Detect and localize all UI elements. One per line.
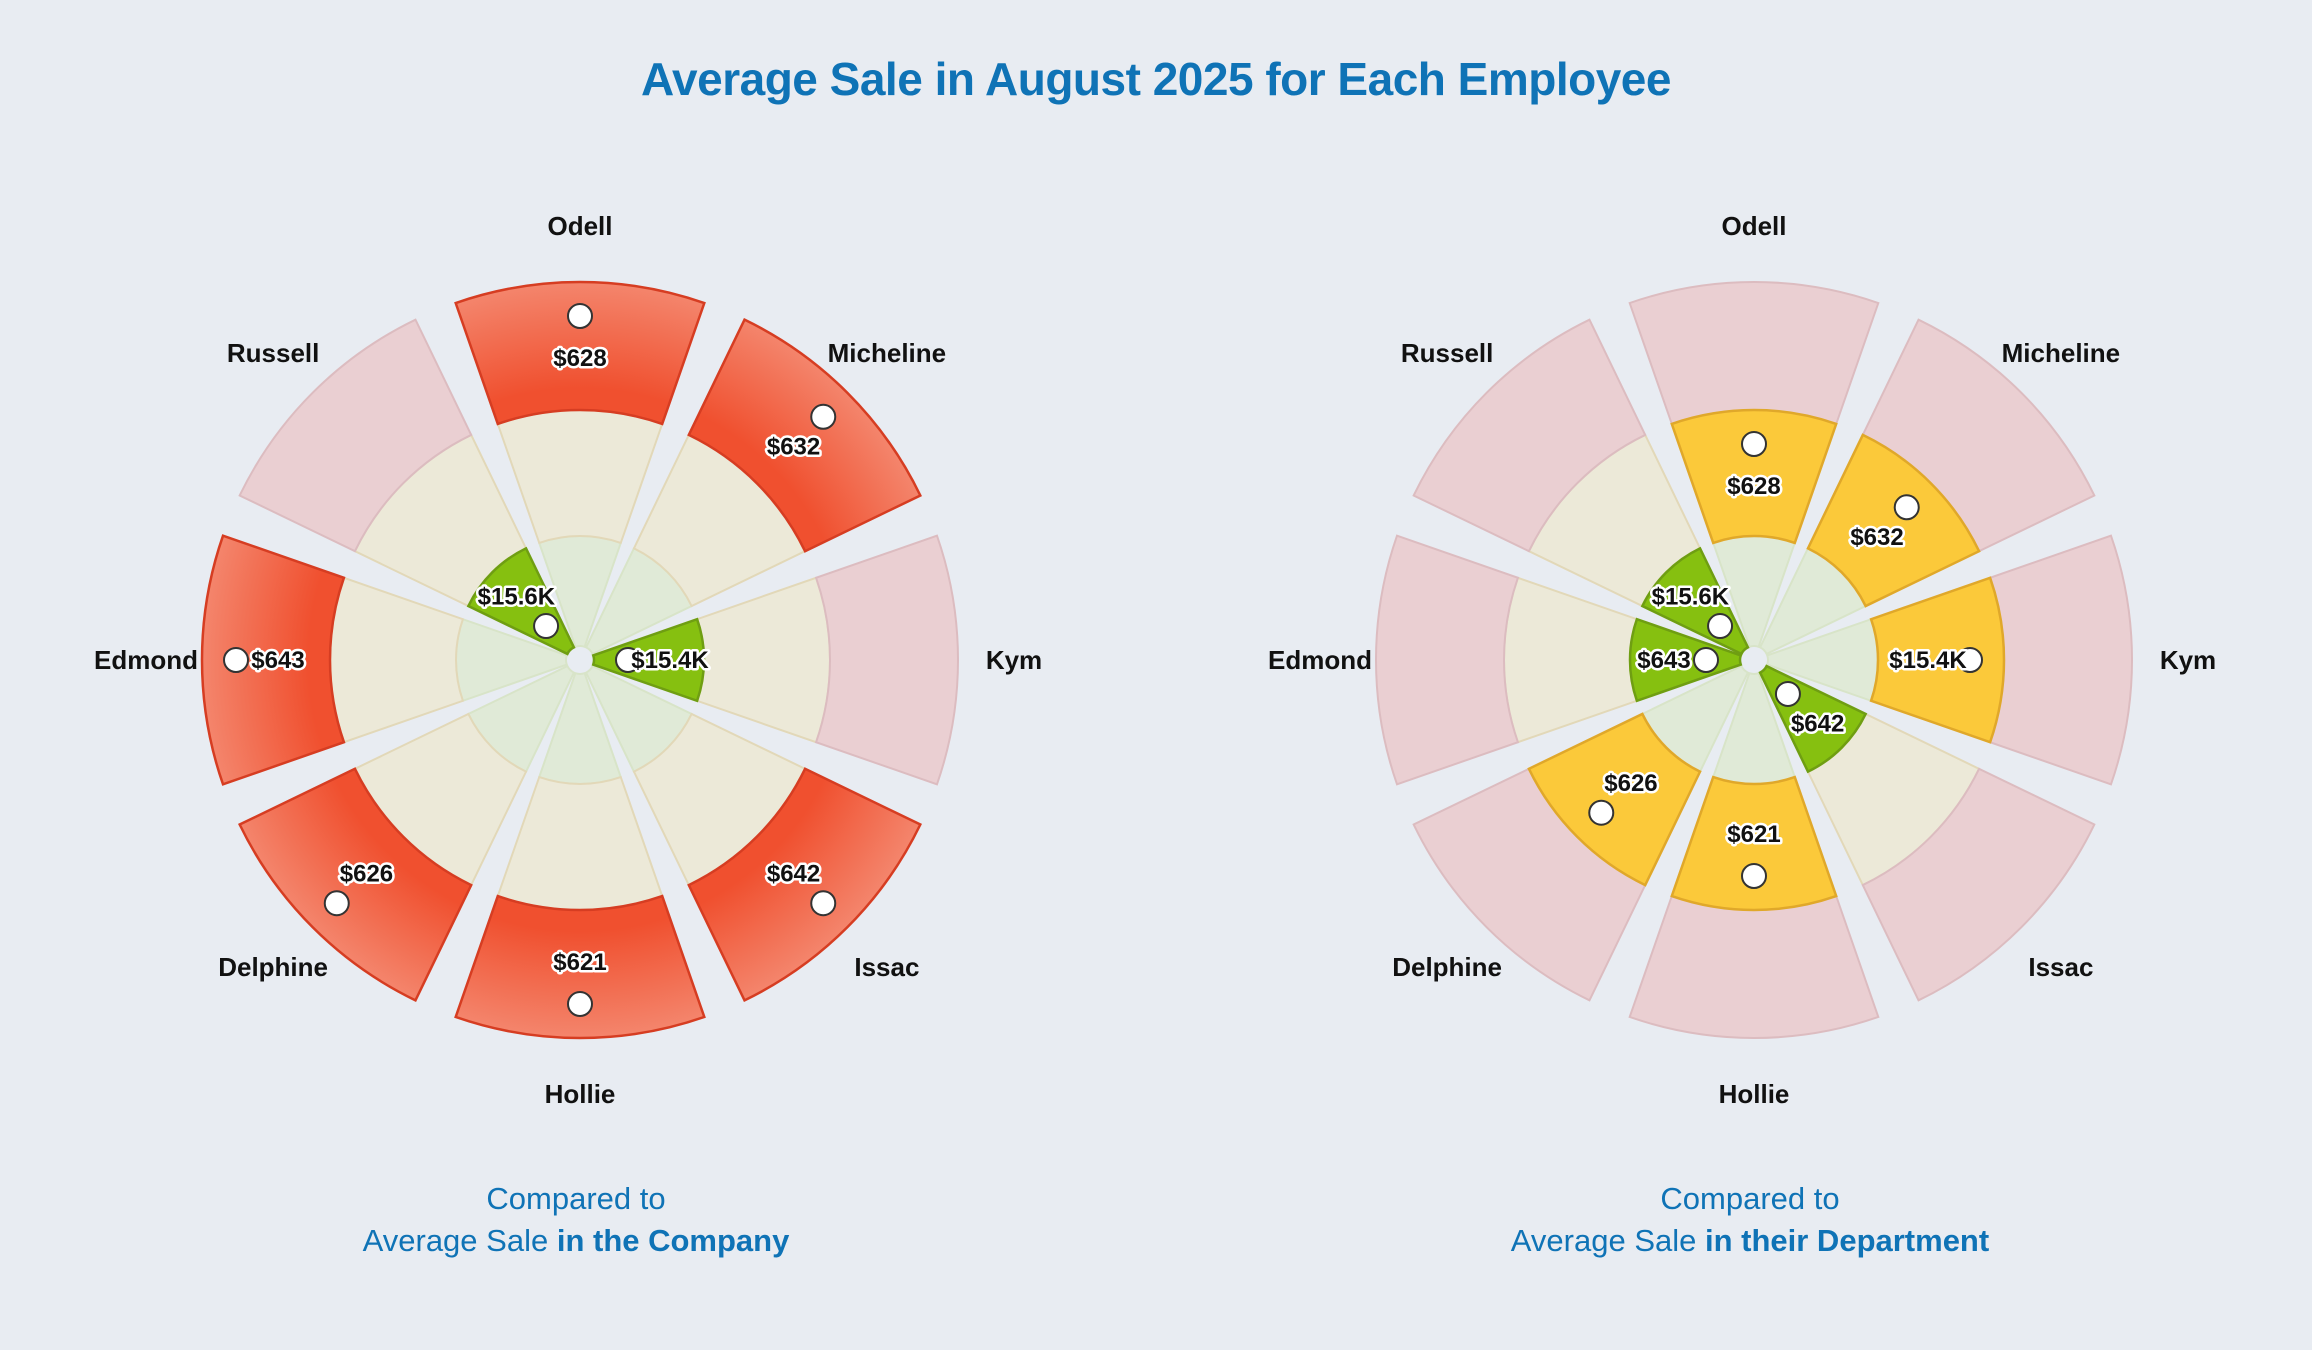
point-edmond	[223, 647, 249, 673]
value-label-issac: $642	[767, 861, 820, 888]
bar-kym	[1869, 576, 2006, 744]
chart-title: Average Sale in August 2025 for Each Emp…	[641, 53, 1671, 105]
category-label-odell: Odell	[547, 211, 612, 241]
value-label-issac: $642	[1791, 711, 1844, 738]
caption-plain: Average Sale	[362, 1223, 557, 1258]
band-odell-3	[1628, 281, 1880, 426]
category-label-kym: Kym	[2160, 645, 2216, 675]
point-russell	[1707, 613, 1734, 640]
point-issac	[1774, 680, 1801, 707]
point-hollie	[567, 991, 593, 1017]
category-label-russell: Russell	[1401, 338, 1494, 368]
caption-plain: Average Sale	[1510, 1223, 1705, 1258]
bar-micheline	[1806, 433, 1981, 608]
value-label-edmond: $643	[1637, 647, 1690, 674]
value-label-russell: $15.6K	[478, 583, 556, 610]
caption-bold: in the Company	[556, 1223, 790, 1258]
band-edmond-2	[329, 576, 465, 744]
bar-micheline	[687, 318, 922, 553]
bar-delphine	[1527, 712, 1702, 887]
point-micheline	[810, 403, 837, 430]
category-label-hollie: Hollie	[545, 1079, 616, 1109]
category-label-micheline: Micheline	[2002, 338, 2120, 368]
caption-line2: Average Sale in their Department	[1300, 1220, 2200, 1262]
polar-chart-company: $628 Odell $632 Micheline $15.4K Kym $642 Issac…	[94, 211, 1042, 1109]
category-label-micheline: Micheline	[828, 338, 946, 368]
band-issac-3	[1861, 767, 2096, 1002]
caption-bold: in their Department	[1704, 1223, 1990, 1258]
category-label-delphine: Delphine	[1392, 952, 1502, 982]
caption-department: Compared to Average Sale in their Depart…	[1300, 1178, 2200, 1262]
value-label-russell: $15.6K	[1652, 583, 1730, 610]
polar-chart-department: $628 Odell $632 Micheline $15.4K Kym $642 Issac…	[1268, 211, 2216, 1109]
category-label-issac: Issac	[854, 952, 919, 982]
value-label-hollie: $621	[1727, 821, 1780, 848]
point-delphine	[323, 890, 350, 917]
value-label-micheline: $632	[767, 433, 820, 460]
category-label-edmond: Edmond	[94, 645, 198, 675]
category-label-issac: Issac	[2028, 952, 2093, 982]
bars	[200, 280, 922, 1040]
value-label-odell: $628	[1727, 473, 1780, 500]
labels: $628 Odell $632 Micheline $15.4K Kym $642 Issac…	[1268, 211, 2216, 1109]
bar-edmond	[1628, 617, 1743, 703]
point-kym	[615, 647, 641, 673]
bar-kym	[591, 617, 706, 703]
point-russell	[533, 613, 560, 640]
value-label-kym: $15.4K	[1889, 647, 1967, 674]
caption-line2: Average Sale in the Company	[126, 1220, 1026, 1262]
bar-odell	[1670, 408, 1838, 545]
category-label-hollie: Hollie	[1719, 1079, 1790, 1109]
point-edmond	[1693, 647, 1719, 673]
band-kym-2	[695, 576, 831, 744]
point-odell	[567, 303, 593, 329]
bar-hollie	[1670, 775, 1838, 912]
value-label-micheline: $632	[1850, 524, 1903, 551]
band-edmond-3	[1375, 534, 1520, 786]
bars	[1527, 408, 2006, 912]
caption-line1: Compared to	[486, 1181, 666, 1216]
background-bands	[1375, 281, 2133, 1039]
value-label-delphine: $626	[1604, 770, 1657, 797]
value-label-edmond: $643	[251, 647, 304, 674]
point-micheline	[1893, 494, 1920, 521]
band-kym-3	[814, 534, 959, 786]
value-label-odell: $628	[553, 345, 606, 372]
band-odell-2	[496, 409, 664, 545]
category-label-odell: Odell	[1721, 211, 1786, 241]
point-odell	[1741, 431, 1767, 457]
value-label-kym: $15.4K	[631, 647, 709, 674]
value-label-delphine: $626	[340, 861, 393, 888]
bar-edmond	[200, 534, 346, 786]
bar-delphine	[238, 767, 473, 1002]
category-label-russell: Russell	[227, 338, 320, 368]
point-kym	[1957, 647, 1983, 673]
value-label-hollie: $621	[553, 949, 606, 976]
bar-issac	[687, 767, 922, 1002]
labels: $628 Odell $632 Micheline $15.4K Kym $642 Issac…	[94, 211, 1042, 1109]
category-label-delphine: Delphine	[218, 952, 328, 982]
caption-company: Compared to Average Sale in the Company	[126, 1178, 1026, 1262]
band-kym-3	[1988, 534, 2133, 786]
band-russell-3	[238, 318, 473, 553]
category-label-kym: Kym	[986, 645, 1042, 675]
bar-odell	[454, 280, 706, 426]
point-hollie	[1741, 863, 1767, 889]
point-issac	[810, 890, 837, 917]
band-russell-3	[1412, 318, 1647, 553]
band-hollie-3	[1628, 894, 1880, 1039]
band-edmond-2	[1503, 576, 1639, 744]
bar-hollie	[454, 894, 706, 1040]
point-delphine	[1588, 799, 1615, 826]
band-hollie-2	[496, 775, 664, 911]
category-label-edmond: Edmond	[1268, 645, 1372, 675]
caption-line1: Compared to	[1660, 1181, 1840, 1216]
